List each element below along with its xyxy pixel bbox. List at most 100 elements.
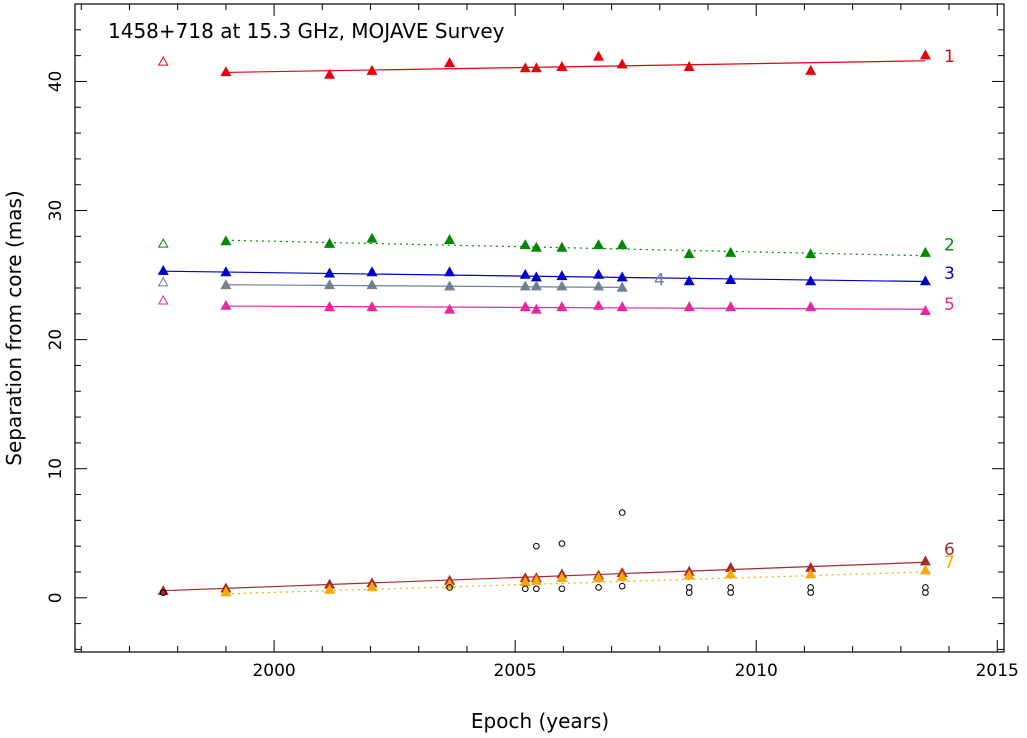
data-point-circle: [922, 584, 929, 591]
series-label: 7: [944, 553, 955, 573]
data-point: [593, 299, 605, 310]
data-point: [324, 301, 336, 312]
data-point: [683, 569, 695, 580]
data-point: [444, 303, 456, 314]
data-point: [805, 301, 817, 312]
x-tick-label: 2000: [252, 661, 295, 681]
data-point: [616, 301, 628, 312]
axis-ticks: [75, 3, 1004, 652]
data-point: [616, 58, 628, 69]
data-point-circle: [446, 584, 453, 591]
data-point: [220, 279, 232, 290]
data-point: [519, 280, 531, 291]
x-tick-label: 2010: [735, 661, 778, 681]
series-label: 5: [944, 295, 955, 315]
data-point: [366, 301, 378, 312]
y-tick-label: 30: [46, 200, 66, 222]
fit-line: [225, 60, 926, 74]
data-point: [556, 280, 568, 291]
data-point: [519, 268, 531, 279]
data-point-circle: [558, 540, 566, 547]
fit-line: [163, 561, 926, 592]
fit-line: [225, 284, 623, 288]
data-point: [919, 564, 931, 575]
series-label: 3: [944, 264, 955, 284]
data-point-circle: [595, 584, 602, 591]
data-point: [556, 61, 568, 71]
tick-labels: 2000 2005 2010 2015 0 10 20 30 40: [46, 71, 1019, 681]
data-point-circle: [727, 584, 734, 591]
data-point: [519, 62, 531, 73]
data-point: [725, 274, 737, 284]
data-point: [324, 237, 336, 248]
data-point: [324, 583, 336, 594]
data-markers: [157, 49, 931, 597]
data-point: [519, 239, 531, 250]
data-point-circle: [618, 582, 626, 590]
data-point: [366, 64, 378, 75]
data-point: [919, 49, 931, 60]
data-point: [919, 305, 931, 315]
data-point: [593, 572, 605, 583]
data-point: [683, 248, 695, 259]
data-point: [593, 268, 605, 279]
fit-line: [163, 270, 926, 283]
data-point: [556, 301, 568, 312]
data-point: [805, 248, 817, 259]
data-point: [593, 50, 605, 61]
data-point: [366, 232, 378, 243]
data-point: [530, 280, 542, 291]
data-point: [324, 279, 336, 290]
data-point-circle: [533, 585, 540, 593]
data-point: [366, 266, 378, 277]
data-point: [919, 275, 931, 286]
data-point: [683, 301, 695, 312]
data-point: [725, 301, 737, 312]
data-point: [725, 568, 737, 579]
data-point: [530, 241, 542, 252]
data-point: [616, 570, 628, 581]
series-labels: 1 2 3 4 5 67: [654, 47, 955, 573]
data-point: [593, 239, 605, 250]
data-point-circle: [618, 509, 626, 516]
data-point: [220, 266, 232, 277]
y-tick-label: 10: [46, 458, 66, 480]
data-point: [530, 574, 542, 585]
data-point: [366, 279, 378, 290]
data-point: [805, 64, 817, 75]
data-point: [444, 280, 456, 291]
data-point: [556, 270, 568, 281]
data-point: [805, 568, 817, 579]
fit-lines: [163, 60, 926, 595]
plot-frame: [74, 3, 1005, 653]
data-point: [593, 280, 605, 291]
series-label: 6: [944, 540, 955, 560]
data-point: [519, 301, 531, 312]
series-label: 2: [944, 236, 955, 256]
data-point-circle: [807, 584, 814, 591]
data-point: [725, 246, 737, 257]
data-point: [220, 586, 232, 597]
data-point: [324, 267, 336, 278]
data-point-circle: [558, 585, 566, 593]
data-point: [157, 265, 169, 275]
data-point-circle: [533, 542, 540, 550]
data-point: [444, 57, 456, 68]
data-point: [556, 241, 568, 252]
data-point: [919, 555, 931, 566]
x-tick-label: 2015: [976, 661, 1019, 681]
y-tick-label: 40: [46, 71, 66, 93]
data-point: [530, 303, 542, 314]
data-point: [556, 572, 568, 583]
data-point: [220, 235, 232, 246]
data-point: [616, 281, 628, 292]
data-point-circle: [159, 589, 167, 596]
data-point-open: [157, 294, 169, 305]
data-point: [919, 246, 931, 257]
data-point-circle: [521, 585, 529, 593]
data-point: [616, 239, 628, 250]
data-point: [324, 68, 336, 79]
data-point: [683, 275, 695, 286]
data-point: [616, 271, 628, 282]
